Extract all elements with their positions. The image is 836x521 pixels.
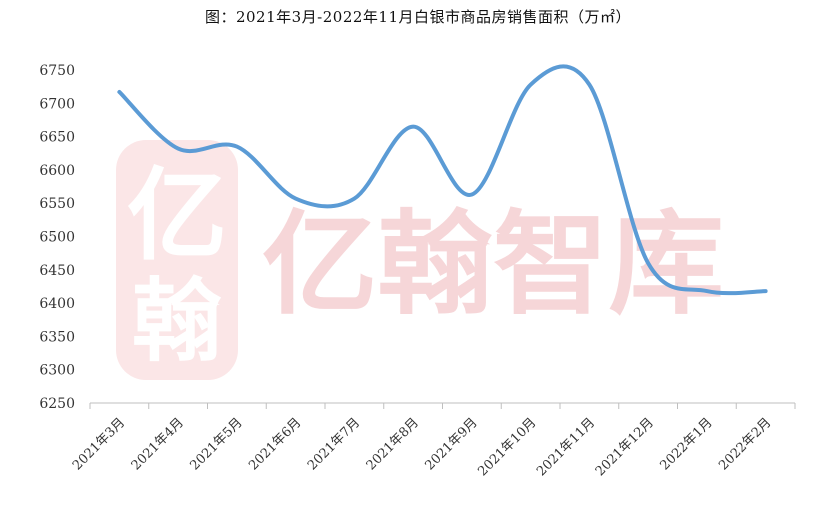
data-point <box>294 197 298 201</box>
y-tick-label: 6450 <box>39 263 75 279</box>
data-point <box>411 125 415 129</box>
x-tick-label: 2021年4月 <box>129 415 187 473</box>
x-tick-label: 2021年9月 <box>422 415 480 473</box>
data-point <box>176 147 180 151</box>
data-point <box>529 83 533 87</box>
data-point <box>235 145 239 149</box>
x-tick-label: 2021年10月 <box>475 415 539 479</box>
chart-title: 图：2021年3月-2022年11月白银市商品房销售面积（万㎡） <box>204 8 632 26</box>
y-tick-label: 6300 <box>39 363 75 379</box>
data-point <box>587 83 591 87</box>
y-tick-label: 6500 <box>39 230 75 246</box>
y-tick-label: 6650 <box>39 130 75 146</box>
data-point <box>117 90 121 94</box>
x-tick-label: 2021年3月 <box>70 415 128 473</box>
y-tick-label: 6400 <box>39 296 75 312</box>
watermark-badge-char-1: 亿 <box>127 157 227 274</box>
x-tick-label: 2021年8月 <box>364 415 422 473</box>
y-tick-label: 6600 <box>39 163 75 179</box>
y-tick-label: 6700 <box>39 96 75 112</box>
watermark-logo: 亿 翰 亿翰智库 <box>116 140 724 380</box>
y-tick-label: 6750 <box>39 63 75 79</box>
x-axis: 2021年3月 2021年4月 2021年5月 2021年6月 2021年7月 2021年… <box>70 402 796 479</box>
x-tick-label: 2021年11月 <box>534 415 598 479</box>
x-tick-label: 2022年1月 <box>657 415 715 473</box>
series-line <box>117 64 768 296</box>
x-tick-label: 2021年6月 <box>246 415 304 473</box>
y-tick-label: 6250 <box>39 396 75 412</box>
y-axis: 6250 6300 6350 6400 6450 6500 6550 6600 6650 6700… <box>39 63 75 412</box>
watermark-badge-char-2: 翰 <box>132 269 222 374</box>
data-point <box>352 197 356 201</box>
y-tick-label: 6550 <box>39 196 75 212</box>
x-tick-label: 2021年12月 <box>593 415 657 479</box>
x-tick-label: 2022年2月 <box>716 415 774 473</box>
watermark-text: 亿翰智库 <box>262 200 724 330</box>
y-tick-label: 6350 <box>39 329 75 345</box>
data-point <box>470 193 474 197</box>
watermark-badge <box>116 140 238 380</box>
data-point <box>705 289 709 293</box>
data-point <box>646 261 650 265</box>
x-tick-label: 2021年7月 <box>305 415 363 473</box>
x-tick-label: 2021年5月 <box>187 415 245 473</box>
data-point <box>764 289 768 293</box>
